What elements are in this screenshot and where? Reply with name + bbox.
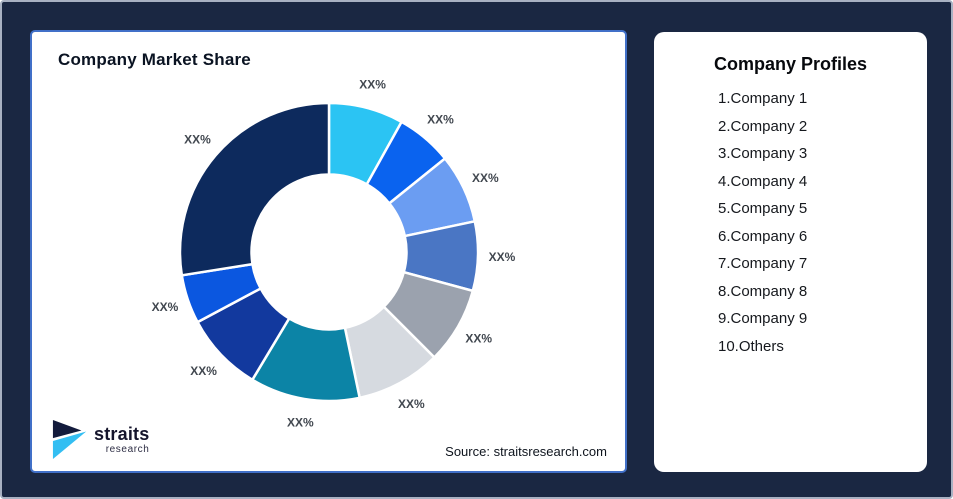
logo-text: straits research [94, 425, 149, 455]
profiles-list: 1.Company 1 2.Company 2 3.Company 3 4.Co… [718, 91, 927, 354]
straits-logo-icon [52, 420, 87, 459]
market-share-card: XX% XX% XX% XX% XX% XX% XX% XX% XX% XX% Company M… [30, 30, 627, 473]
segment-value-label: XX% [398, 397, 425, 411]
segment-value-label: XX% [152, 300, 179, 314]
segment-value-label: XX% [184, 133, 211, 147]
list-item: 6.Company 6 [718, 227, 808, 245]
segment-value-label: XX% [465, 332, 492, 346]
segment-value-label: XX% [287, 416, 314, 430]
logo-subtitle: research [105, 444, 150, 455]
profiles-title: Company Profiles [713, 54, 868, 74]
company-profiles-card: Company Profiles 1.Company 1 2.Company 2… [654, 32, 927, 472]
straits-research-logo: straits research [52, 419, 149, 461]
segment-value-label: XX% [489, 250, 516, 264]
chart-title: Company Market Share [58, 50, 251, 69]
source-attribution: Source: straitsresearch.com [445, 444, 607, 459]
list-item: 7.Company 7 [718, 255, 808, 272]
list-item: 2.Company 2 [718, 117, 808, 135]
market-share-donut: XX% XX% XX% XX% XX% XX% XX% XX% XX% XX% [152, 78, 516, 430]
list-item: 9.Company 9 [718, 310, 808, 327]
donut-segment [178, 101, 331, 277]
segment-value-label: XX% [472, 171, 499, 185]
segment-value-label: XX% [359, 78, 386, 92]
logo-name: straits [94, 424, 150, 444]
segment-value-label: XX% [427, 113, 454, 127]
list-item: 4.Company 4 [718, 172, 808, 190]
list-item: 10.Others [718, 337, 784, 355]
list-item: 1.Company 1 [718, 90, 808, 107]
list-item: 5.Company 5 [718, 200, 808, 217]
list-item: 8.Company 8 [718, 282, 808, 300]
segment-value-label: XX% [190, 364, 217, 378]
list-item: 3.Company 3 [718, 145, 808, 162]
